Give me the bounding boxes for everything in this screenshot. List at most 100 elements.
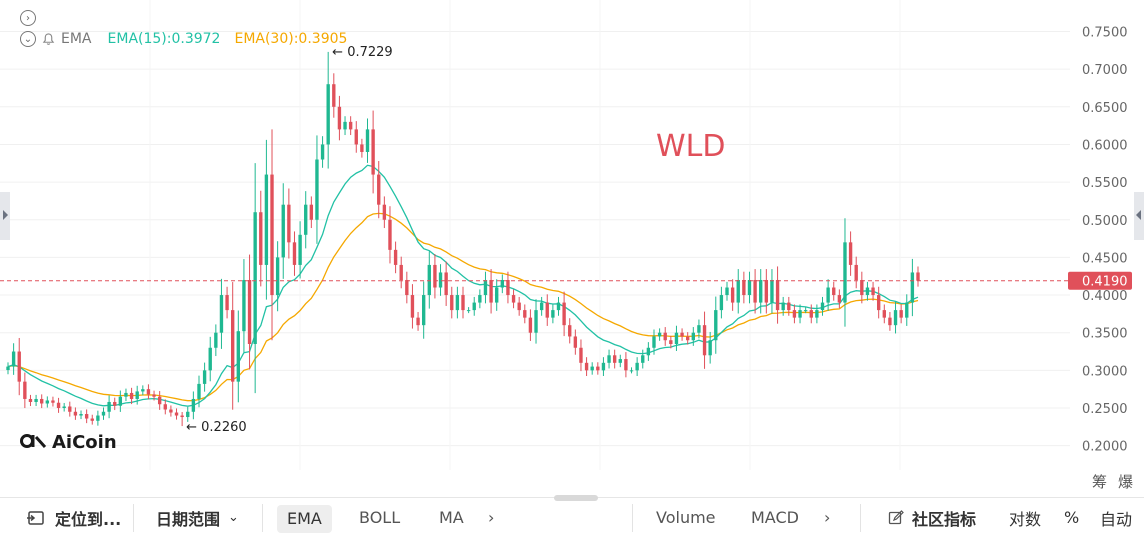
y-tick-label: 0.2000 xyxy=(1082,440,1128,455)
candle-body xyxy=(551,310,555,318)
candle-body xyxy=(809,310,813,318)
candle-body xyxy=(652,336,656,348)
candle-body xyxy=(382,204,387,220)
candle-body xyxy=(281,204,285,258)
right-panel-handle[interactable] xyxy=(1134,192,1144,240)
tab-ma[interactable]: MA xyxy=(439,508,464,527)
candle-body xyxy=(832,287,836,296)
tab-ema[interactable]: EMA xyxy=(277,505,332,533)
chip-distribution-label[interactable]: 筹 xyxy=(1092,473,1107,491)
candle-body xyxy=(635,362,639,371)
candle-body xyxy=(28,398,33,402)
candle-body xyxy=(837,295,842,303)
candle-body xyxy=(461,295,465,311)
candle-body xyxy=(843,242,847,303)
candle-body xyxy=(73,411,78,416)
candle-body xyxy=(472,302,476,311)
chevron-down-icon[interactable]: ⌄ xyxy=(20,31,36,47)
candle-body xyxy=(124,392,128,397)
high-annotation: ← 0.7229 xyxy=(332,45,393,60)
candle-body xyxy=(910,272,915,303)
log-scale-toggle[interactable]: 对数 xyxy=(1009,509,1042,529)
candle-body xyxy=(450,295,454,311)
candle-body xyxy=(556,302,561,311)
candle-body xyxy=(23,381,27,399)
tab-macd[interactable]: MACD xyxy=(751,508,799,527)
y-tick-label: 0.6500 xyxy=(1082,101,1128,116)
candle-body xyxy=(410,295,415,318)
y-tick-label: 0.7500 xyxy=(1082,26,1128,41)
candle-body xyxy=(157,396,162,405)
candle-body xyxy=(96,415,100,421)
candle-body xyxy=(129,392,134,399)
candle-body xyxy=(596,366,600,371)
candle-body xyxy=(320,144,325,160)
more-main-indicators-icon[interactable]: › xyxy=(488,508,495,527)
candle-body xyxy=(489,279,493,303)
candles xyxy=(6,51,920,427)
y-tick-label: 0.5000 xyxy=(1082,214,1128,229)
candle-body xyxy=(500,279,505,288)
candle-body xyxy=(607,355,611,363)
chart-area[interactable]: WLD 0.4190 0.7500 0.7000 0.6500 0.6000 0.550… xyxy=(0,0,1144,497)
candle-body xyxy=(590,366,594,371)
candle-body xyxy=(848,242,853,265)
symbol-watermark: WLD xyxy=(656,129,725,164)
candle-body xyxy=(360,144,364,152)
candle-body xyxy=(601,362,606,371)
candle-body xyxy=(51,400,55,403)
aicoin-brand: AiCoin xyxy=(52,432,117,453)
candle-body xyxy=(208,347,212,371)
chevron-down-icon: ⌄ xyxy=(228,510,239,525)
candle-body xyxy=(113,401,117,406)
candle-body xyxy=(826,287,830,303)
candle-body xyxy=(534,310,538,333)
collapse-toggle-icon[interactable]: › xyxy=(20,10,36,26)
candle-body xyxy=(315,159,319,220)
date-range-label: 日期范围 xyxy=(156,509,221,529)
y-tick-label: 0.7000 xyxy=(1082,63,1128,78)
candle-body xyxy=(388,219,392,250)
candle-body xyxy=(146,389,151,395)
more-sub-indicators-icon[interactable]: › xyxy=(824,508,831,527)
liquidation-label[interactable]: 爆 xyxy=(1118,473,1133,491)
candle-body xyxy=(876,295,881,311)
tab-volume[interactable]: Volume xyxy=(656,508,716,527)
candle-body xyxy=(101,411,106,416)
candle-body xyxy=(202,370,207,384)
candle-body xyxy=(781,302,785,311)
left-panel-handle[interactable] xyxy=(0,192,10,240)
candle-body xyxy=(714,310,718,341)
candle-body xyxy=(742,279,746,296)
candle-body xyxy=(523,310,527,318)
last-price-value: 0.4190 xyxy=(1082,275,1128,290)
resize-grip[interactable] xyxy=(554,495,598,501)
community-indicators-button[interactable]: 社区指标 xyxy=(888,498,976,537)
candlestick-chart[interactable]: WLD 0.4190 0.7500 0.7000 0.6500 0.6000 0.550… xyxy=(0,0,1144,497)
candle-body xyxy=(225,295,229,311)
candle-body xyxy=(539,302,544,311)
candle-body xyxy=(579,347,583,363)
candle-body xyxy=(517,302,521,311)
candle-body xyxy=(708,340,712,356)
candle-body xyxy=(371,129,375,175)
divider xyxy=(133,504,134,532)
candle-body xyxy=(792,310,797,318)
y-tick-label: 0.4000 xyxy=(1082,289,1128,304)
bell-icon[interactable] xyxy=(42,32,55,46)
candle-body xyxy=(275,257,280,296)
candle-body xyxy=(747,279,752,296)
candle-body xyxy=(545,302,549,318)
date-range-button[interactable]: 日期范围 ⌄ xyxy=(156,498,239,537)
candle-body xyxy=(259,212,263,265)
candle-body xyxy=(332,84,336,107)
candle-body xyxy=(45,400,50,404)
tab-boll[interactable]: BOLL xyxy=(359,508,401,527)
locate-button[interactable]: 定位到... xyxy=(26,498,121,537)
candle-body xyxy=(174,412,179,416)
candle-body xyxy=(107,401,111,412)
candle-body xyxy=(725,287,729,296)
percent-scale-toggle[interactable]: % xyxy=(1064,508,1080,527)
auto-scale-toggle[interactable]: 自动 xyxy=(1100,509,1133,529)
candle-body xyxy=(641,355,645,363)
